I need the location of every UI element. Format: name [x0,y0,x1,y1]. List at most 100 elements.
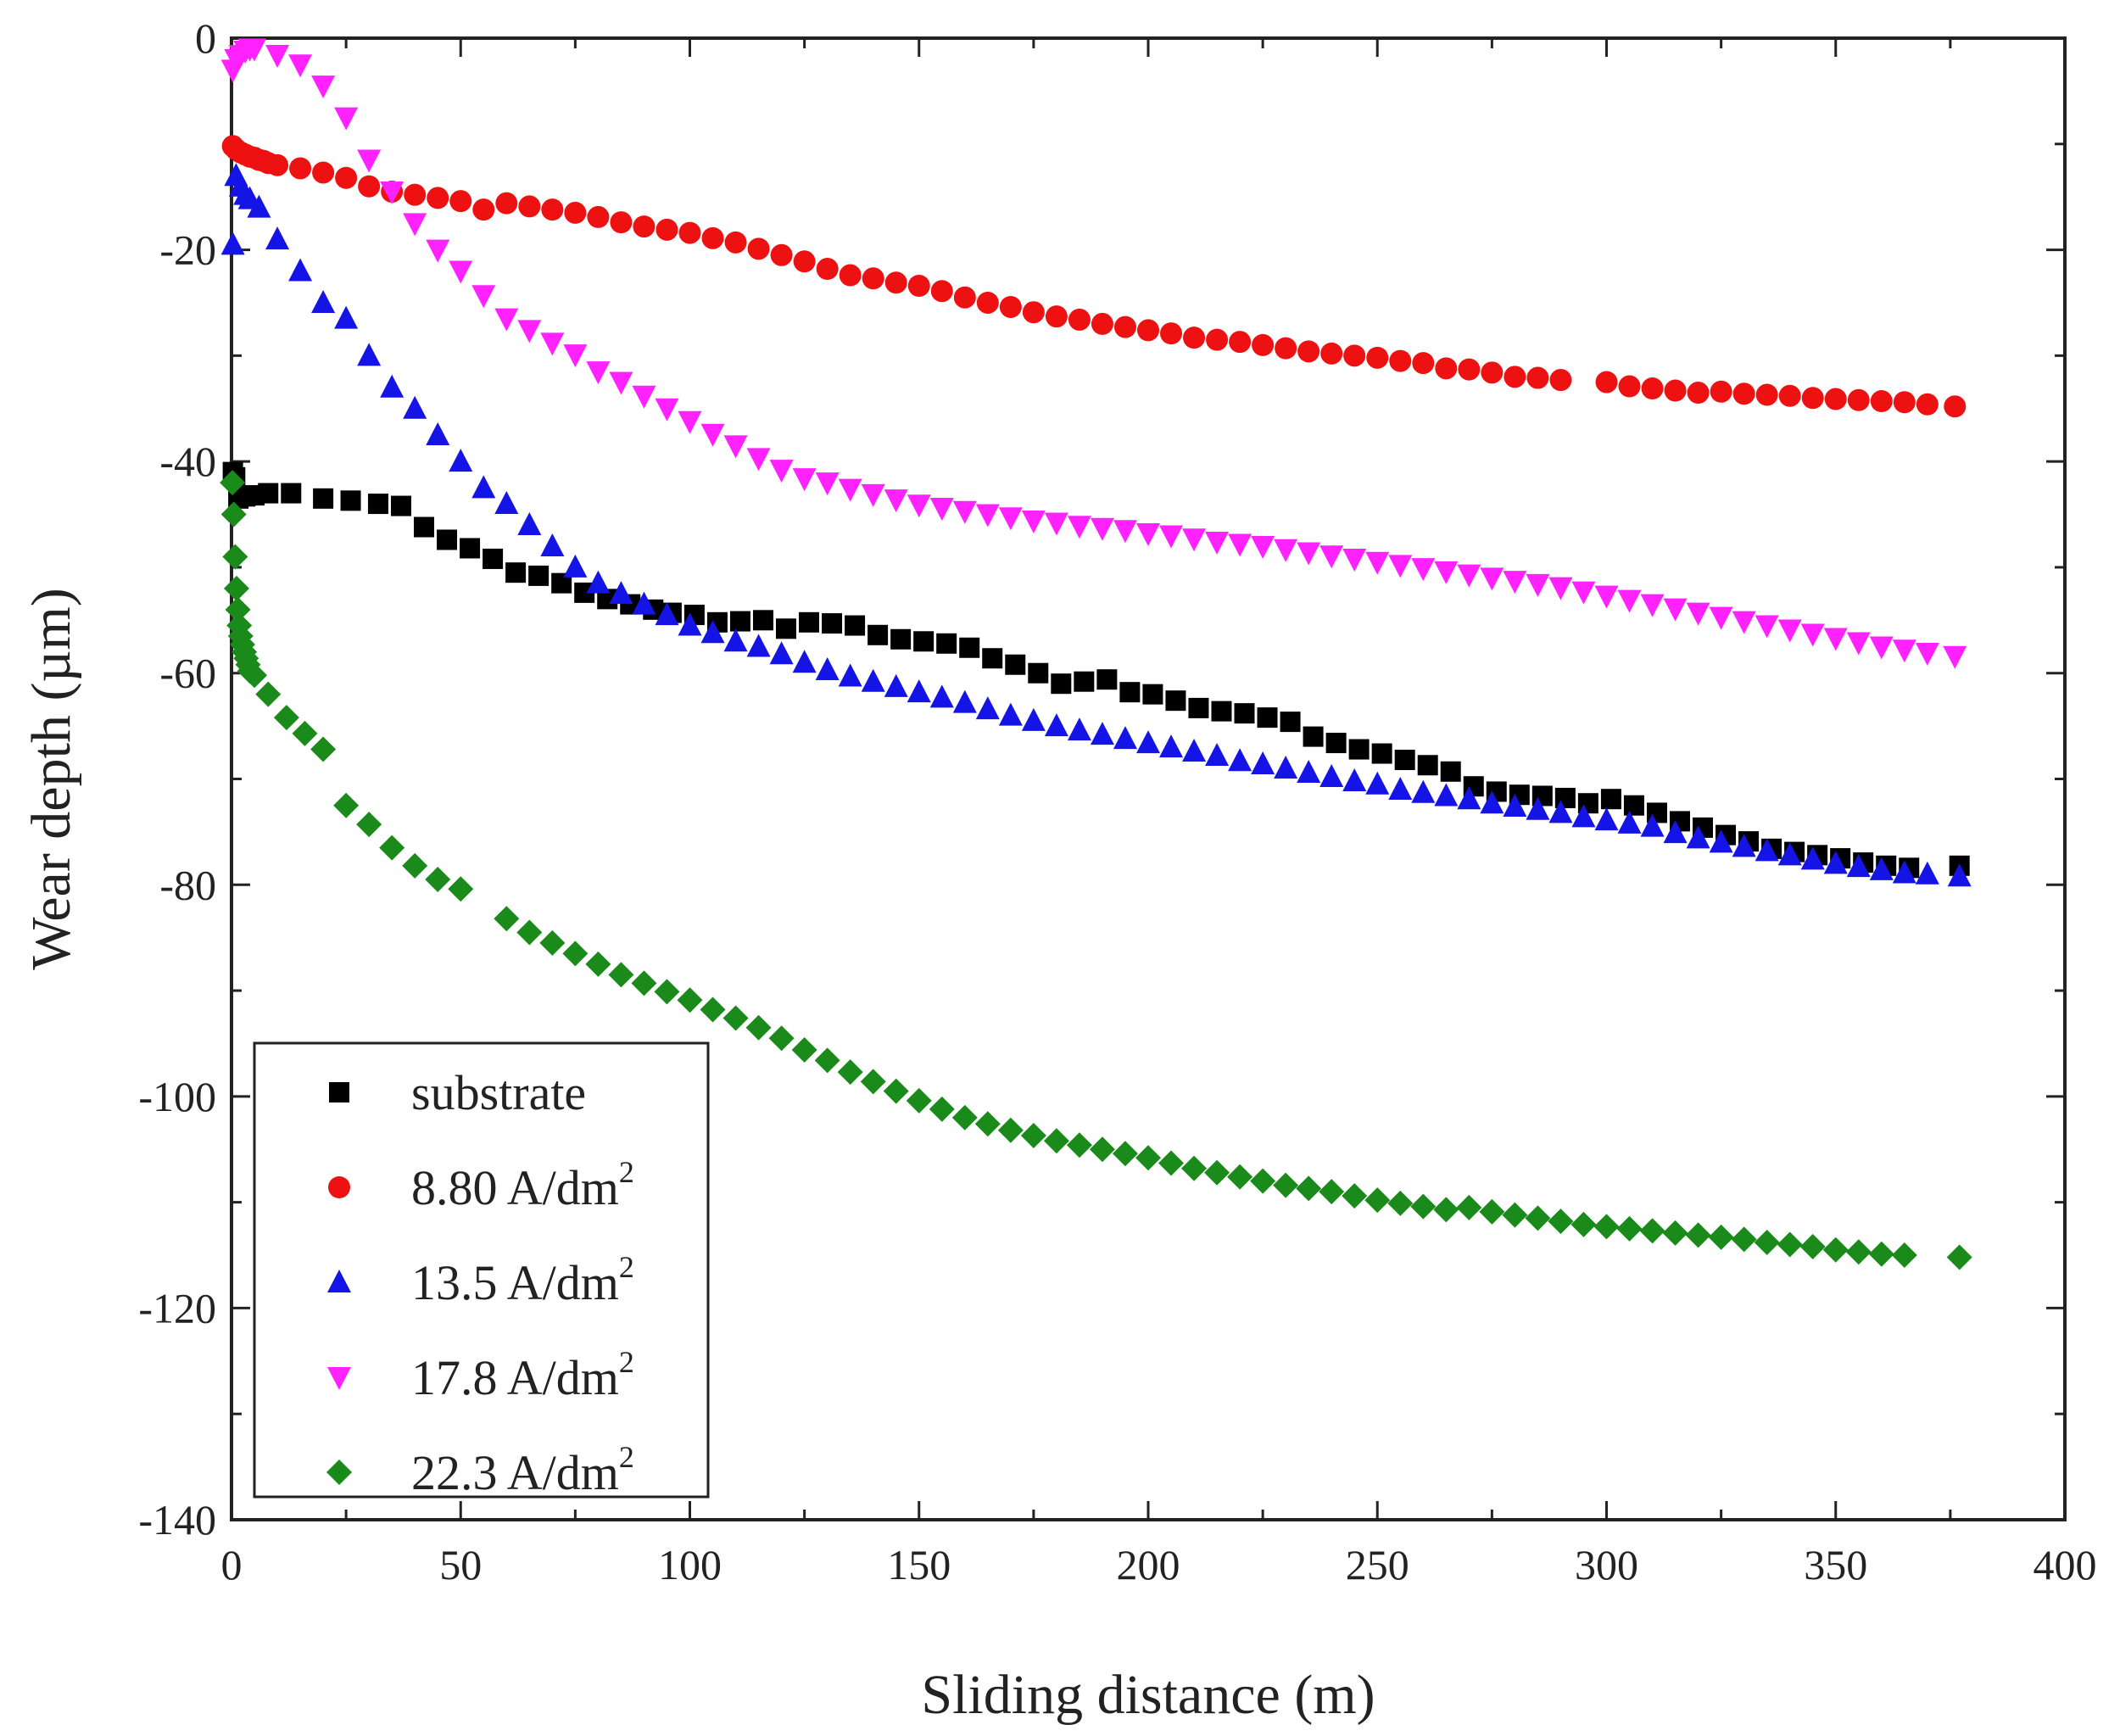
data-point [723,435,748,459]
y-tick-label: -140 [138,1496,216,1543]
data-point [1067,516,1091,539]
data-point [1799,1234,1826,1260]
data-point [1480,567,1504,591]
data-point [483,548,504,569]
data-point [425,867,451,893]
data-point [678,221,701,244]
data-point [1640,813,1665,837]
data-point [976,291,999,314]
data-point [677,987,703,1013]
data-point [700,620,725,644]
data-point [1433,1197,1459,1223]
data-point [1457,564,1481,588]
data-point [1389,349,1412,372]
data-point [1548,800,1573,823]
data-point [1228,748,1252,772]
data-point [799,611,820,633]
data-point [752,610,773,631]
data-point [1571,804,1596,828]
data-point [1595,371,1618,394]
data-point [1662,1220,1688,1246]
data-point [220,501,247,527]
data-point [1159,734,1184,758]
data-point [495,192,518,215]
data-point [1319,545,1344,569]
data-point [884,271,907,294]
data-point [311,289,336,313]
data-point [1548,1209,1574,1235]
data-point [656,218,678,241]
data-point [243,38,267,62]
data-point [518,195,541,218]
data-point [997,1117,1024,1143]
data-point [792,650,817,673]
data-point [1777,842,1802,866]
data-point [1847,388,1870,411]
data-point [1165,690,1186,712]
data-point [357,149,382,173]
data-point [1028,662,1049,684]
data-point [1411,558,1436,582]
data-point [494,308,519,332]
data-point [907,679,931,703]
data-point [776,618,797,639]
data-point [379,835,405,861]
data-point [1296,1175,1322,1202]
data-point [655,398,679,421]
data-point [312,161,335,184]
data-point [1458,358,1481,381]
data-point [471,475,496,499]
data-point [1113,520,1137,544]
data-point [340,490,361,511]
data-point [884,673,908,697]
data-point [564,201,587,224]
data-point [1342,768,1367,791]
data-point [1778,384,1801,407]
data-point [448,876,474,902]
data-point [380,374,404,398]
series-diamond [220,470,1972,1270]
data-point [1755,838,1779,862]
data-point [1348,739,1370,760]
data-point [1371,743,1392,764]
data-point [929,684,954,708]
y-tick-label: -80 [159,861,216,908]
data-point [1434,561,1459,584]
data-point [517,320,542,343]
x-tick-label: 0 [221,1541,243,1588]
data-point [265,44,290,68]
data-point [1188,697,1209,718]
data-point [1182,528,1207,552]
data-point [1342,548,1367,572]
data-point [1320,342,1343,365]
y-tick-label: -60 [159,650,216,697]
data-point [1503,793,1527,817]
data-point [1434,783,1459,807]
data-point [1319,764,1344,788]
legend-label: 13.5 A/dm2 [411,1250,634,1310]
data-point [1342,1183,1368,1209]
data-point [1388,776,1413,800]
data-point [1891,1242,1917,1269]
data-point [1593,1214,1620,1240]
data-point [745,1014,772,1041]
data-point [1412,352,1435,375]
data-point [1204,1159,1230,1186]
data-point [793,250,816,273]
data-point [608,962,634,988]
data-point [1480,790,1504,814]
data-point [1045,305,1068,328]
data-point [1044,512,1068,536]
data-point [313,488,334,509]
data-point [541,198,564,221]
data-point [1709,829,1733,853]
data-point [1250,1168,1276,1194]
data-point [815,472,840,496]
data-point [1617,810,1642,834]
data-point [1623,795,1644,816]
data-point [1274,539,1298,562]
data-point [1616,1215,1643,1242]
legend-marker [327,1270,351,1292]
data-point [403,395,427,419]
data-point [930,280,953,303]
